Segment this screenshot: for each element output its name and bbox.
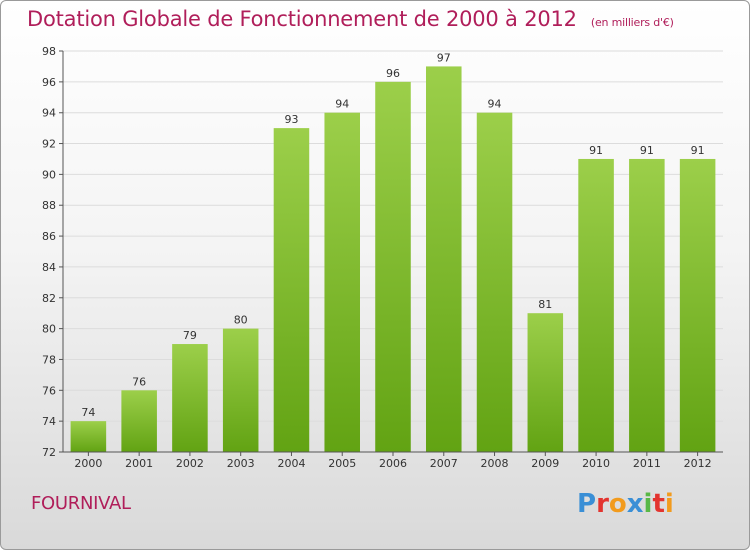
- logo-letter: t: [652, 489, 665, 519]
- y-tick-label: 86: [42, 230, 56, 243]
- data-label-2011: 91: [640, 144, 654, 157]
- x-tick-label-2006: 2006: [379, 457, 407, 470]
- x-tick-label-2004: 2004: [277, 457, 305, 470]
- logo-letter: r: [596, 489, 609, 519]
- y-tick-label: 78: [42, 353, 56, 366]
- data-label-2005: 94: [335, 98, 349, 111]
- x-tick-label-2005: 2005: [328, 457, 356, 470]
- x-tick-label-2003: 2003: [227, 457, 255, 470]
- data-label-2001: 76: [132, 375, 146, 388]
- chart-title: Dotation Globale de Fonctionnement de 20…: [27, 7, 674, 31]
- y-tick-label: 88: [42, 199, 56, 212]
- x-tick-label-2008: 2008: [481, 457, 509, 470]
- y-tick-label: 80: [42, 323, 56, 336]
- y-tick-label: 82: [42, 292, 56, 305]
- data-label-2003: 80: [234, 314, 248, 327]
- logo-letter: x: [626, 489, 644, 519]
- x-tick-label-2000: 2000: [74, 457, 102, 470]
- bar-2002: [172, 344, 208, 452]
- x-tick-label-2007: 2007: [430, 457, 458, 470]
- commune-name: FOURNIVAL: [31, 493, 131, 514]
- proxiti-logo[interactable]: Proxiti: [577, 489, 674, 519]
- data-label-2009: 81: [538, 298, 552, 311]
- axes: 72 74 76 78 80 82 84 86 88 90 92 94 96 98 2000 2001 2002…: [42, 45, 723, 470]
- y-tick-label: 98: [42, 45, 56, 58]
- bars: 74 76 79 80 93 94 96 97 94 81 91 91 91: [70, 51, 716, 452]
- data-label-2007: 97: [437, 51, 451, 64]
- y-tick-label: 92: [42, 138, 56, 151]
- y-tick-label: 94: [42, 107, 56, 120]
- x-tick-label-2012: 2012: [684, 457, 712, 470]
- data-label-2000: 74: [81, 406, 95, 419]
- data-label-2012: 91: [691, 144, 705, 157]
- chart-title-text: Dotation Globale de Fonctionnement de 20…: [27, 7, 577, 31]
- data-label-2008: 94: [488, 98, 502, 111]
- logo-letter: i: [664, 489, 674, 519]
- bar-2000: [70, 421, 107, 452]
- x-tick-label-2010: 2010: [582, 457, 610, 470]
- bar-2009: [527, 313, 564, 452]
- bar-2005: [324, 112, 360, 452]
- bar-2010: [578, 158, 614, 452]
- x-tick-label-2009: 2009: [531, 457, 559, 470]
- y-tick-label: 90: [42, 168, 56, 181]
- logo-letter: i: [643, 489, 653, 519]
- x-tick-label-2011: 2011: [633, 457, 661, 470]
- data-label-2004: 93: [284, 113, 298, 126]
- x-tick-label-2002: 2002: [176, 457, 204, 470]
- y-tick-label: 74: [42, 415, 56, 428]
- bar-2001: [121, 390, 157, 452]
- bar-2007: [426, 66, 462, 452]
- data-label-2010: 91: [589, 144, 603, 157]
- bar-2004: [273, 128, 310, 452]
- x-tick-label-2001: 2001: [125, 457, 153, 470]
- bar-2011: [629, 158, 665, 452]
- logo-letter: P: [577, 489, 597, 519]
- y-tick-label: 84: [42, 261, 56, 274]
- data-label-2002: 79: [183, 329, 197, 342]
- logo-letter: o: [608, 489, 627, 519]
- bar-2008: [476, 112, 513, 452]
- bar-2012: [679, 158, 716, 452]
- chart-subtitle: (en milliers d'€): [590, 16, 674, 29]
- bar-2006: [375, 81, 411, 452]
- data-label-2006: 96: [386, 67, 400, 80]
- y-tick-label: 72: [42, 446, 56, 459]
- y-tick-label: 96: [42, 76, 56, 89]
- bar-2003: [222, 328, 259, 452]
- y-tick-label: 76: [42, 384, 56, 397]
